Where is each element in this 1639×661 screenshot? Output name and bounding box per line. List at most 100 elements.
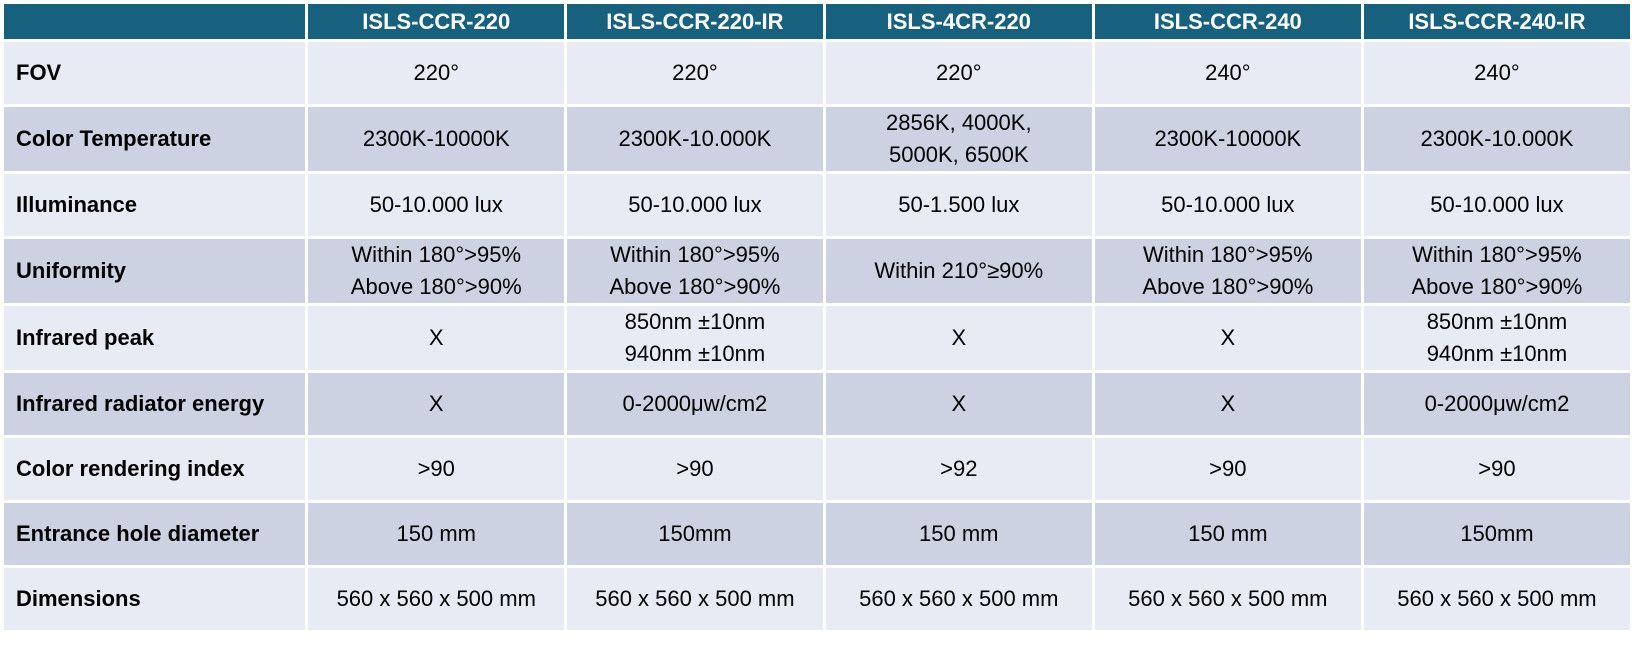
cell-text: Within 180°>95% [1143, 242, 1313, 267]
cell-text: X [1220, 325, 1236, 350]
table-cell: Within 210°≥90% [825, 239, 1092, 303]
header-corner-cell [4, 4, 306, 39]
cell-text: 150 mm [396, 521, 476, 546]
table-row: Entrance hole diameter 150 mm 150mm 150 mm 1… [4, 503, 1630, 565]
table-row: Dimensions 560 x 560 x 500 mm 560 x 560 x … [4, 568, 1630, 630]
table-cell: X [308, 306, 565, 370]
row-label: Illuminance [4, 174, 306, 236]
column-header: ISLS-CCR-220-IR [567, 4, 823, 39]
table-cell: 2300K-10.000K [567, 107, 823, 171]
row-label: Color rendering index [4, 438, 306, 500]
cell-text: 220° [672, 60, 718, 85]
cell-text: X [1220, 391, 1236, 416]
cell-text: X [428, 391, 444, 416]
cell-text: 2856K, 4000K, [885, 110, 1032, 135]
cell-text: Above 180°>90% [1142, 274, 1314, 299]
cell-text: 50-10.000 lux [628, 192, 762, 217]
table-cell: 2300K-10000K [308, 107, 565, 171]
cell-text: 50-1.500 lux [898, 192, 1020, 217]
table-cell: 240° [1363, 42, 1630, 104]
row-label: Dimensions [4, 568, 306, 630]
cell-text: 50-10.000 lux [1161, 192, 1295, 217]
table-cell: Within 180°>95% Above 180°>90% [1094, 239, 1361, 303]
table-cell: 50-10.000 lux [1363, 174, 1630, 236]
table-cell: X [825, 373, 1092, 435]
row-label: Entrance hole diameter [4, 503, 306, 565]
table-row: Color rendering index >90 >90 >92 >90 >90 [4, 438, 1630, 500]
table-cell: X [1094, 373, 1361, 435]
table-cell: 2300K-10000K [1094, 107, 1361, 171]
cell-text: 50-10.000 lux [1430, 192, 1564, 217]
table-cell: 150 mm [825, 503, 1092, 565]
cell-text: X [951, 391, 967, 416]
table-row: Uniformity Within 180°>95% Above 180°>90% W… [4, 239, 1630, 303]
cell-text: 240° [1205, 60, 1251, 85]
table-cell: X [308, 373, 565, 435]
cell-text: Above 180°>90% [1411, 274, 1583, 299]
row-label: Infrared peak [4, 306, 306, 370]
cell-text: 220° [936, 60, 982, 85]
table-cell: 560 x 560 x 500 mm [1363, 568, 1630, 630]
cell-text: 0-2000μw/cm2 [1424, 391, 1570, 416]
cell-text: 560 x 560 x 500 mm [1397, 586, 1597, 611]
table-cell: >92 [825, 438, 1092, 500]
row-label: FOV [4, 42, 306, 104]
table-cell: 240° [1094, 42, 1361, 104]
cell-text: >90 [1478, 456, 1516, 481]
table-cell: 2856K, 4000K, 5000K, 6500K [825, 107, 1092, 171]
table-cell: >90 [567, 438, 823, 500]
cell-text: >90 [676, 456, 714, 481]
cell-text: X [951, 325, 967, 350]
cell-text: 150mm [1460, 521, 1534, 546]
table-cell: 220° [825, 42, 1092, 104]
specification-table: ISLS-CCR-220 ISLS-CCR-220-IR ISLS-4CR-220 I… [1, 1, 1633, 633]
table-cell: 50-10.000 lux [308, 174, 565, 236]
cell-text: 5000K, 6500K [889, 142, 1029, 167]
table-cell: X [1094, 306, 1361, 370]
cell-text: 940nm ±10nm [624, 341, 766, 366]
table-cell: >90 [1363, 438, 1630, 500]
column-header: ISLS-CCR-220 [308, 4, 565, 39]
spec-table-container: ISLS-CCR-220 ISLS-CCR-220-IR ISLS-4CR-220 I… [4, 4, 1630, 630]
table-cell: >90 [1094, 438, 1361, 500]
table-cell: 850nm ±10nm 940nm ±10nm [567, 306, 823, 370]
cell-text: 560 x 560 x 500 mm [1128, 586, 1328, 611]
table-cell: Within 180°>95% Above 180°>90% [308, 239, 565, 303]
table-cell: X [825, 306, 1092, 370]
cell-text: 2300K-10000K [362, 126, 510, 151]
table-cell: >90 [308, 438, 565, 500]
cell-text: 560 x 560 x 500 mm [336, 586, 536, 611]
cell-text: 560 x 560 x 500 mm [859, 586, 1059, 611]
row-label: Uniformity [4, 239, 306, 303]
cell-text: 850nm ±10nm [624, 309, 766, 334]
table-cell: 220° [567, 42, 823, 104]
table-row: Infrared radiator energy X 0-2000μw/cm2 X X 0… [4, 373, 1630, 435]
cell-text: Within 210°≥90% [874, 258, 1044, 283]
cell-text: 240° [1474, 60, 1520, 85]
column-header: ISLS-CCR-240 [1094, 4, 1361, 39]
table-cell: 50-10.000 lux [1094, 174, 1361, 236]
cell-text: 150 mm [1188, 521, 1268, 546]
table-cell: 560 x 560 x 500 mm [1094, 568, 1361, 630]
cell-text: Within 180°>95% [1412, 242, 1582, 267]
cell-text: X [428, 325, 444, 350]
cell-text: 150 mm [919, 521, 999, 546]
cell-text: 220° [413, 60, 459, 85]
cell-text: Within 180°>95% [351, 242, 522, 267]
table-cell: 560 x 560 x 500 mm [825, 568, 1092, 630]
table-body: FOV 220° 220° 220° 240° 240° Color Temperature… [4, 42, 1630, 630]
row-label: Infrared radiator energy [4, 373, 306, 435]
table-cell: 560 x 560 x 500 mm [567, 568, 823, 630]
table-row: FOV 220° 220° 220° 240° 240° [4, 42, 1630, 104]
column-header: ISLS-4CR-220 [825, 4, 1092, 39]
cell-text: 0-2000μw/cm2 [622, 391, 768, 416]
table-cell: 560 x 560 x 500 mm [308, 568, 565, 630]
table-row: Illuminance 50-10.000 lux 50-10.000 lux 50-… [4, 174, 1630, 236]
cell-text: 560 x 560 x 500 mm [595, 586, 795, 611]
column-header: ISLS-CCR-240-IR [1363, 4, 1630, 39]
cell-text: Within 180°>95% [610, 242, 780, 267]
row-label: Color Temperature [4, 107, 306, 171]
cell-text: >92 [940, 456, 978, 481]
cell-text: 850nm ±10nm [1426, 309, 1568, 334]
cell-text: 2300K-10.000K [1420, 126, 1574, 151]
